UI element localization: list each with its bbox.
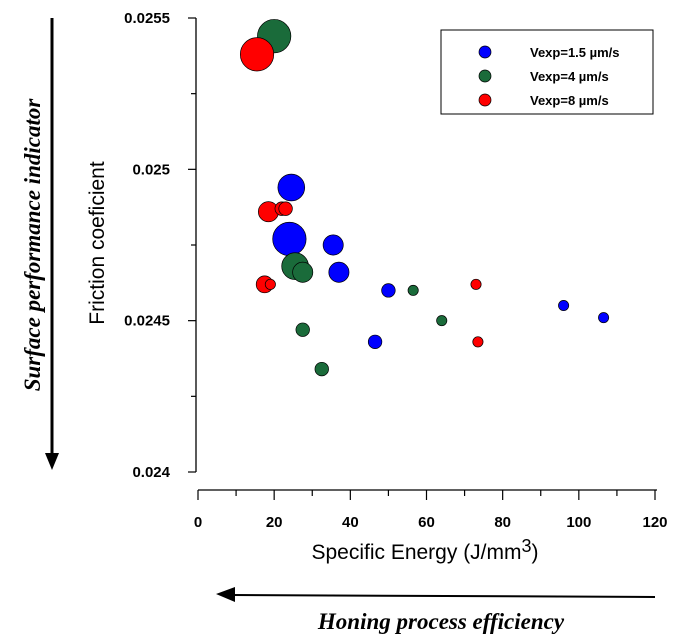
x-tick-label: 20 [266,514,283,531]
data-point-series-3 [472,336,484,348]
data-point-series-3 [239,37,275,72]
x-tick-label: 40 [342,514,359,531]
data-point-series-1 [598,312,610,324]
x-tick-label: 100 [566,514,591,531]
data-point-series-1 [322,234,344,256]
efficiency-arrow-label: Honing process efficiency [317,609,565,634]
legend-label-8: Vexp=8 µm/s [530,93,609,108]
x-tick-label: 0 [194,514,202,531]
data-point-series-2 [295,322,310,337]
y-axis-title: Friction coeficient [86,161,109,325]
x-tick-label: 60 [418,514,435,531]
data-point-series-1 [277,173,306,202]
y-tick-label: 0.024 [132,464,170,481]
data-point-series-1 [272,221,307,256]
data-point-series-2 [314,361,329,377]
data-point-series-1 [328,261,350,283]
x-tick-label: 80 [494,514,511,531]
x-tick-label: 120 [642,514,667,531]
x-axis-title: Specific Energy (J/mm3) [311,536,538,564]
performance-arrow-head [45,453,59,470]
x-axis-ticks: 0 20 40 60 80 100 120 [194,490,668,531]
efficiency-arrow-head [216,587,235,602]
y-axis-ticks: 0.024 0.0245 0.025 0.0255 [124,10,196,481]
x-axis-title-superscript: 3 [522,536,532,556]
y-tick-label: 0.0245 [124,313,170,330]
data-point-series-2 [292,261,314,283]
data-point-series-3 [264,278,276,290]
legend: Vexp=1.5 µm/s Vexp=4 µm/s Vexp=8 µm/s [440,29,654,115]
data-point-series-1 [558,300,570,312]
data-point-series-2 [407,284,419,296]
legend-label-4: Vexp=4 µm/s [530,69,609,84]
data-points [239,19,610,377]
data-point-series-3 [278,201,293,216]
data-point-series-2 [436,315,448,327]
data-point-series-3 [470,278,482,290]
data-point-series-1 [367,334,383,350]
legend-label-1-5: Vexp=1.5 µm/s [530,45,620,60]
legend-marker-4 [478,69,492,83]
performance-arrow-label: Surface performance indicator [20,98,45,392]
y-tick-label: 0.025 [132,161,170,178]
legend-marker-1-5 [478,45,492,59]
efficiency-arrow [231,594,656,598]
legend-box [440,29,654,115]
data-point-series-1 [381,283,396,298]
y-tick-label: 0.0255 [124,10,170,27]
legend-marker-8 [478,93,492,107]
